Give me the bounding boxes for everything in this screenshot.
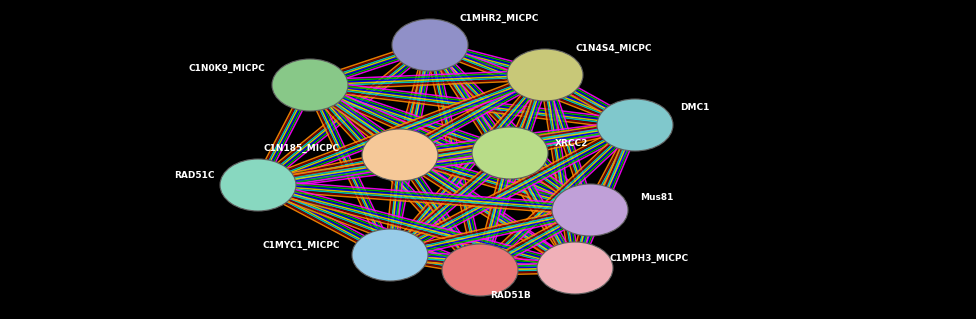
Text: C1N185_MICPC: C1N185_MICPC: [264, 144, 340, 152]
Text: C1N0K9_MICPC: C1N0K9_MICPC: [188, 63, 265, 72]
Text: Mus81: Mus81: [640, 194, 673, 203]
Text: XRCC2: XRCC2: [555, 138, 589, 147]
Text: C1MPH3_MICPC: C1MPH3_MICPC: [610, 253, 689, 263]
Text: C1MYC1_MICPC: C1MYC1_MICPC: [263, 241, 340, 249]
Ellipse shape: [537, 242, 613, 294]
Text: C1N4S4_MICPC: C1N4S4_MICPC: [575, 43, 652, 53]
Ellipse shape: [352, 229, 428, 281]
Text: DMC1: DMC1: [680, 103, 710, 113]
Ellipse shape: [362, 129, 438, 181]
Ellipse shape: [597, 99, 673, 151]
Text: C1MHR2_MICPC: C1MHR2_MICPC: [460, 13, 540, 23]
Ellipse shape: [552, 184, 628, 236]
Ellipse shape: [272, 59, 348, 111]
Ellipse shape: [472, 127, 548, 179]
Text: RAD51B: RAD51B: [490, 291, 531, 300]
Ellipse shape: [507, 49, 583, 101]
Ellipse shape: [220, 159, 296, 211]
Text: RAD51C: RAD51C: [175, 170, 215, 180]
Ellipse shape: [442, 244, 518, 296]
Ellipse shape: [392, 19, 468, 71]
